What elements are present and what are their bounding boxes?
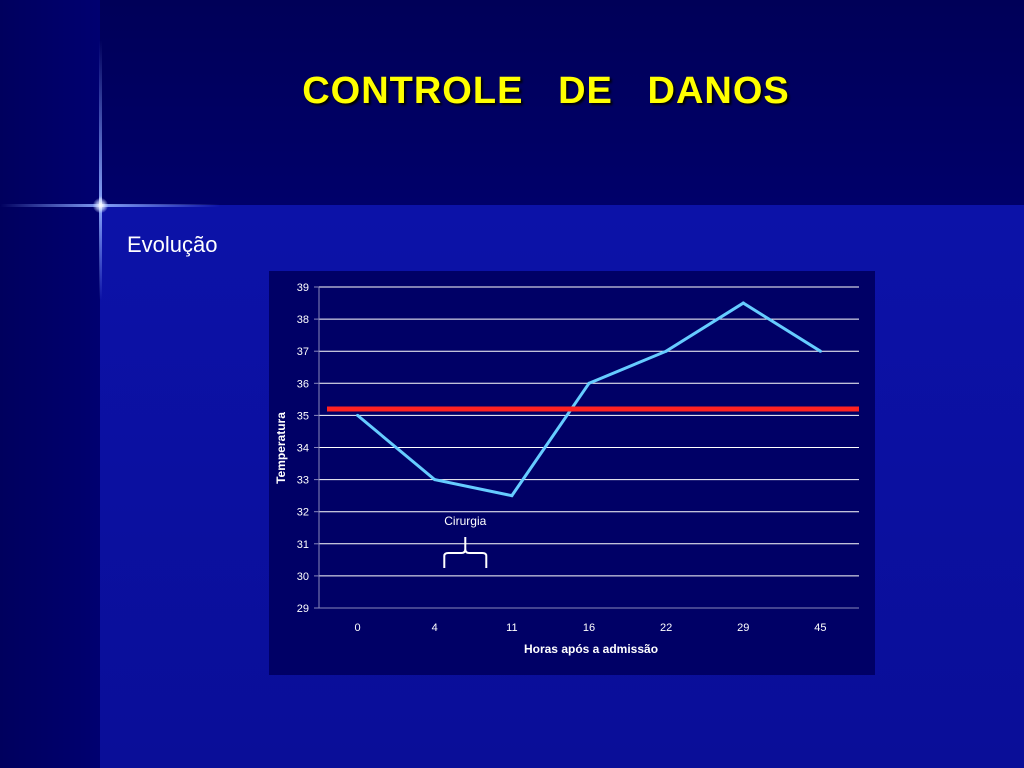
line-chart: 29 30 31 32 33 34 35 36 37 38 39 0 4 11 16 22 29 45 Cirur… xyxy=(274,282,859,656)
x-axis-title: Horas após a admissão xyxy=(524,642,658,656)
y-tick-label: 36 xyxy=(297,378,309,390)
y-tick-label: 34 xyxy=(297,443,309,455)
sparkle-icon xyxy=(93,198,108,213)
y-tick-label: 32 xyxy=(297,507,309,519)
x-tick-label: 22 xyxy=(660,622,672,634)
annotation-brace xyxy=(443,537,488,568)
slide-subtitle: Evolução xyxy=(127,232,218,257)
series-line xyxy=(356,301,822,498)
y-tick-label: 30 xyxy=(297,571,309,583)
data-point xyxy=(664,349,668,353)
data-point xyxy=(818,349,822,353)
annotation-label: Cirurgia xyxy=(444,514,486,528)
y-tick-label: 39 xyxy=(297,282,309,294)
x-tick-label: 4 xyxy=(432,622,438,634)
y-tick-label: 33 xyxy=(297,475,309,487)
y-tick-label: 31 xyxy=(297,539,309,551)
y-tick-label: 38 xyxy=(297,314,309,326)
header-band xyxy=(0,0,1024,205)
y-tick-label: 35 xyxy=(297,410,309,422)
y-tick-label: 37 xyxy=(297,346,309,358)
x-tick-label: 16 xyxy=(583,622,595,634)
data-point xyxy=(356,413,360,417)
x-tick-label: 29 xyxy=(737,622,749,634)
x-tick-label: 0 xyxy=(355,622,361,634)
data-point xyxy=(510,494,514,498)
left-band xyxy=(0,0,100,768)
sparkle-horizontal xyxy=(0,204,220,207)
x-tick-label: 45 xyxy=(814,622,826,634)
y-tick-label: 29 xyxy=(297,603,309,615)
sparkle-vertical xyxy=(99,40,102,300)
data-point xyxy=(741,301,745,305)
chart-container: 29 30 31 32 33 34 35 36 37 38 39 0 4 11 16 22 29 45 Cirur… xyxy=(269,271,875,675)
y-axis-title: Temperatura xyxy=(274,412,288,484)
data-point xyxy=(433,478,437,482)
x-tick-label: 11 xyxy=(506,622,517,634)
data-point xyxy=(587,381,591,385)
slide-title: CONTROLE DE DANOS xyxy=(302,70,790,112)
